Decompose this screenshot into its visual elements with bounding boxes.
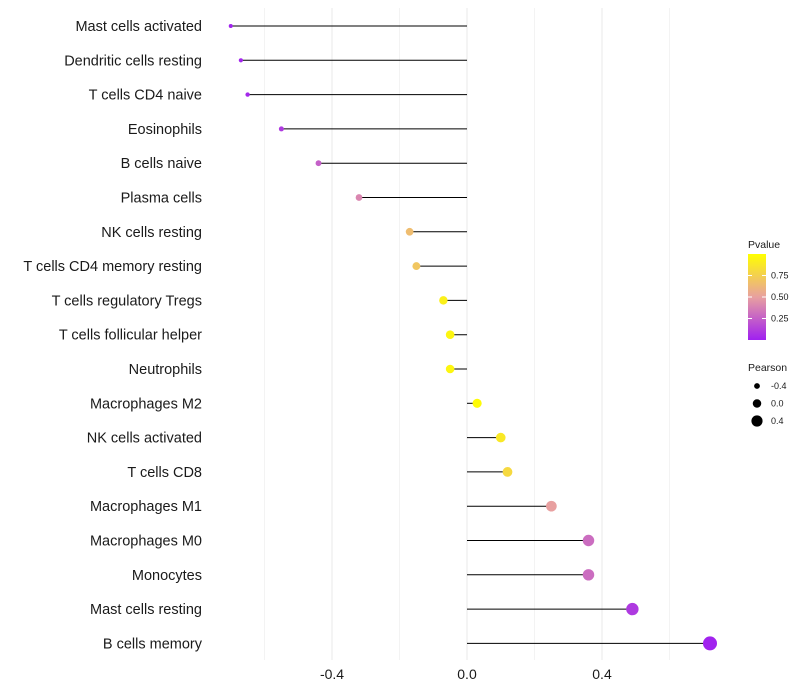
lollipop-point <box>315 160 322 167</box>
category-label: Mast cells activated <box>75 19 202 35</box>
lollipop-point <box>703 636 717 651</box>
lollipop-point <box>626 602 639 616</box>
pvalue-legend: Pvalue 0.25 0.50 0.75 <box>748 239 789 340</box>
lollipop-point <box>445 364 455 374</box>
category-label: Mast cells resting <box>90 602 202 618</box>
category-labels: Mast cells activated Dendritic cells rest… <box>23 19 202 652</box>
lollipop-point <box>472 398 482 408</box>
category-label: Macrophages M1 <box>90 499 202 515</box>
category-label: B cells naive <box>121 156 202 172</box>
lollipop-point <box>405 227 414 236</box>
x-tick-label: 0.0 <box>457 666 477 682</box>
lollipop-point <box>439 296 448 305</box>
size-legend-label: 0.4 <box>771 416 784 426</box>
pvalue-colorbar <box>748 254 766 340</box>
category-label: Monocytes <box>132 568 202 584</box>
lollipop-point <box>582 534 595 547</box>
x-tick-labels: -0.4 0.0 0.4 <box>320 666 612 682</box>
lollipop-point <box>355 194 363 201</box>
lollipop-point <box>445 330 455 339</box>
colorbar-tick-label: 0.25 <box>771 314 789 324</box>
lollipop-point <box>228 24 233 28</box>
colorbar-tick-label: 0.75 <box>771 271 789 281</box>
category-label: NK cells activated <box>87 431 202 447</box>
grid <box>264 8 670 660</box>
lollipop-point <box>495 432 506 443</box>
size-legend-label: -0.4 <box>771 381 787 391</box>
points <box>228 24 717 651</box>
lollipop-point <box>582 569 595 581</box>
category-label: NK cells resting <box>101 225 202 241</box>
size-legend-point <box>754 383 760 389</box>
lollipop-point <box>412 262 421 271</box>
category-label: Macrophages M0 <box>90 534 202 550</box>
size-legend-point <box>751 415 763 427</box>
category-label: T cells regulatory Tregs <box>52 293 202 309</box>
category-label: Macrophages M2 <box>90 396 202 412</box>
category-label: B cells memory <box>103 636 203 652</box>
pearson-legend: Pearson -0.4 0.0 0.4 <box>748 362 787 427</box>
x-tick-label: -0.4 <box>320 666 344 682</box>
category-label: T cells CD8 <box>127 465 202 481</box>
category-label: Neutrophils <box>129 362 202 378</box>
pvalue-legend-title: Pvalue <box>748 239 780 251</box>
lollipop-point <box>546 500 557 512</box>
lollipop-point <box>238 58 243 63</box>
lollipop-point <box>278 126 284 132</box>
colorbar-tick-label: 0.50 <box>771 292 789 302</box>
x-tick-label: 0.4 <box>592 666 612 682</box>
category-label: Dendritic cells resting <box>64 53 202 69</box>
category-label: T cells CD4 naive <box>89 88 202 104</box>
pearson-legend-title: Pearson <box>748 362 787 374</box>
category-label: T cells follicular helper <box>59 328 202 344</box>
lollipop-point <box>245 92 250 97</box>
category-label: T cells CD4 memory resting <box>23 259 202 275</box>
size-legend-label: 0.0 <box>771 399 784 409</box>
size-legend-point <box>752 399 762 408</box>
lollipop-point <box>502 467 513 477</box>
category-label: Eosinophils <box>128 122 202 138</box>
category-label: Plasma cells <box>121 191 202 207</box>
stems <box>230 25 710 644</box>
